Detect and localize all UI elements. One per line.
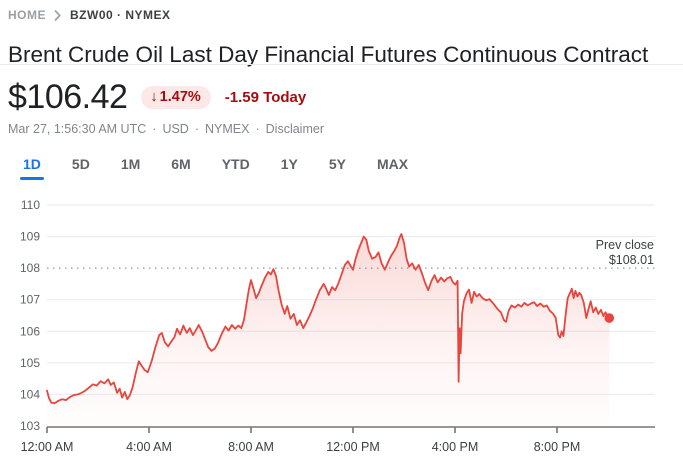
breadcrumb-symbol: BZW00 · NYMEX	[70, 8, 171, 22]
meta-separator: ·	[194, 122, 200, 136]
change-percent-badge: ↓ 1.47%	[141, 85, 211, 109]
y-axis-label: 104	[20, 387, 40, 401]
y-axis-label: 110	[21, 198, 40, 212]
y-axis-label: 103	[20, 419, 40, 433]
last-price-dot	[604, 313, 615, 323]
current-price: $106.42	[8, 77, 128, 116]
y-axis-label: 108	[20, 261, 40, 275]
chevron-right-icon	[54, 9, 62, 21]
tab-6m[interactable]: 6M	[171, 148, 190, 180]
breadcrumb-home-link[interactable]: HOME	[8, 8, 46, 22]
x-axis-label: 8:00 AM	[228, 440, 274, 454]
price-line	[46, 233, 611, 405]
x-axis-label: 4:00 AM	[126, 440, 172, 454]
y-axis-label: 107	[20, 293, 40, 307]
tab-1d[interactable]: 1D	[20, 148, 44, 180]
y-axis-label: 109	[20, 230, 40, 244]
prev-close-value: $108.01	[609, 253, 654, 267]
change-percent: 1.47%	[159, 88, 201, 105]
chart-area: 110 109 108 107 106 105 104 103 12:00 AM 4:00 AM 8…	[0, 190, 683, 466]
page-title: Brent Crude Oil Last Day Financial Futur…	[8, 42, 649, 68]
tab-5d[interactable]: 5D	[72, 148, 90, 180]
change-amount: -1.59 Today	[224, 88, 307, 106]
meta-separator: ·	[152, 122, 157, 136]
meta-separator: ·	[255, 122, 260, 136]
quote-currency: USD	[162, 122, 189, 136]
tab-5y[interactable]: 5Y	[329, 148, 346, 180]
down-arrow-icon: ↓	[150, 88, 158, 105]
quote-meta: Mar 27, 1:56:30 AM UTC · USD · NYMEX · D…	[8, 122, 324, 136]
tab-1y[interactable]: 1Y	[281, 148, 298, 180]
price-area	[47, 234, 610, 427]
quote-price-row: $106.42 ↓ 1.47% -1.59 Today	[8, 77, 307, 116]
time-range-tabs: 1D 5D 1M 6M YTD 1Y 5Y MAX	[0, 148, 439, 180]
x-axis-label: 12:00 PM	[326, 440, 380, 454]
prev-close-label: Prev close	[596, 238, 654, 252]
tab-ytd[interactable]: YTD	[222, 148, 250, 180]
quote-timestamp: Mar 27, 1:56:30 AM UTC	[8, 122, 147, 136]
quote-exchange: NYMEX	[205, 122, 250, 136]
x-axis-label: 8:00 PM	[534, 440, 581, 454]
y-axis-label: 106	[20, 324, 40, 338]
x-axis-label: 12:00 AM	[21, 440, 74, 454]
tab-1m[interactable]: 1M	[121, 148, 140, 180]
breadcrumb: HOME BZW00 · NYMEX	[8, 8, 171, 22]
price-chart[interactable]: 110 109 108 107 106 105 104 103 12:00 AM 4:00 AM 8…	[0, 190, 683, 466]
y-axis-label: 105	[20, 356, 40, 370]
x-axis-label: 4:00 PM	[432, 440, 479, 454]
header-divider	[0, 64, 683, 65]
tab-max[interactable]: MAX	[377, 148, 408, 180]
disclaimer-link[interactable]: Disclaimer	[265, 122, 324, 136]
